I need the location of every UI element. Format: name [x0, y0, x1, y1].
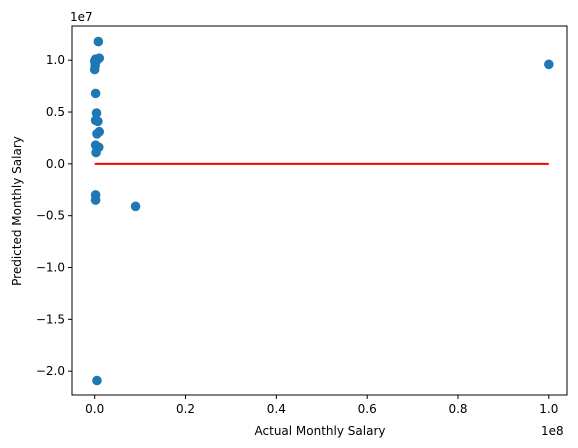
plot-frame — [72, 26, 567, 395]
scatter-point — [94, 37, 104, 47]
x-tick-label: 0.8 — [448, 402, 467, 416]
x-tick-label: 0.4 — [267, 402, 286, 416]
x-tick-label: 0.2 — [176, 402, 195, 416]
y-tick-label: 0.5 — [46, 105, 65, 119]
x-offset-label: 1e8 — [541, 424, 564, 438]
y-axis-ticks: 1.0 0.5 0.0 −0.5 −1.0 −1.5 −2.0 — [36, 53, 72, 378]
x-tick-label: 0.0 — [85, 402, 104, 416]
scatter-point — [544, 60, 554, 70]
x-tick-label: 0.6 — [358, 402, 377, 416]
y-tick-label: 1.0 — [46, 53, 65, 67]
y-tick-label: −2.0 — [36, 364, 65, 378]
scatter-point — [92, 376, 102, 386]
scatter-point — [90, 65, 100, 75]
y-axis-label: Predicted Monthly Salary — [10, 136, 24, 286]
scatter-point — [93, 117, 103, 127]
scatter-point — [92, 55, 102, 65]
x-tick-label: 1.0 — [539, 402, 558, 416]
y-tick-label: −1.5 — [36, 312, 65, 326]
y-tick-label: −1.0 — [36, 261, 65, 275]
y-offset-label: 1e7 — [70, 10, 93, 24]
scatter-point — [131, 202, 141, 212]
y-tick-label: −0.5 — [36, 209, 65, 223]
scatter-point — [91, 89, 101, 99]
scatter-point — [91, 148, 101, 158]
x-axis-label: Actual Monthly Salary — [255, 424, 386, 438]
x-axis-ticks: 0.0 0.2 0.4 0.6 0.8 1.0 — [85, 395, 558, 416]
y-tick-label: 0.0 — [46, 157, 65, 171]
scatter-points — [90, 37, 554, 386]
scatter-point — [91, 195, 101, 205]
scatter-point — [92, 129, 102, 139]
